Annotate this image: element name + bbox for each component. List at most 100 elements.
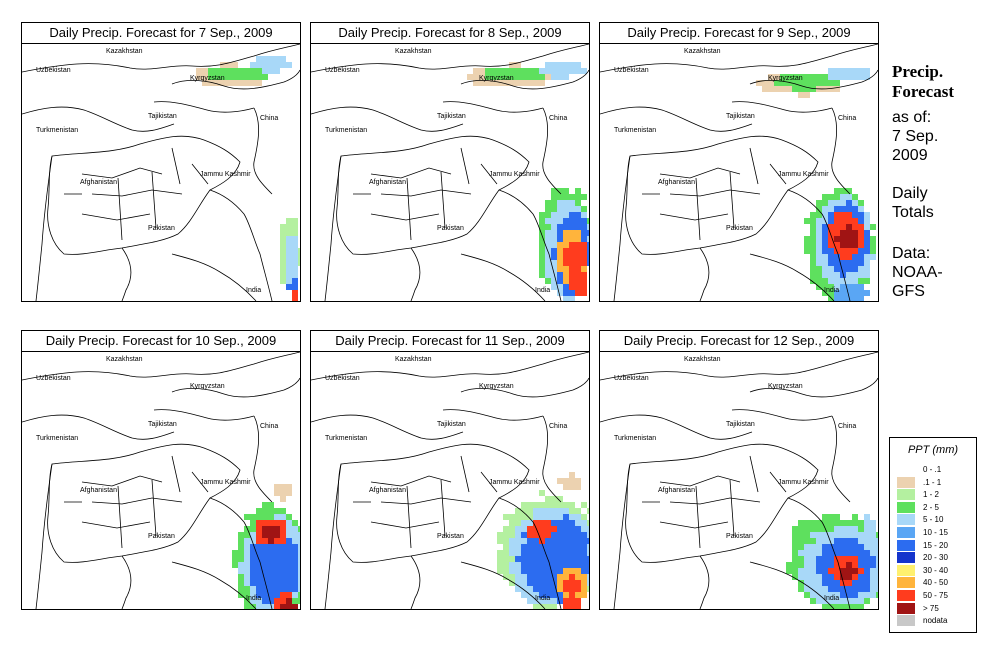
precip-cell — [539, 490, 545, 496]
precip-cell — [828, 598, 834, 604]
precip-cell — [551, 538, 557, 544]
precip-cell — [551, 74, 557, 80]
precip-cell — [858, 586, 864, 592]
precip-cell — [822, 290, 828, 296]
precip-cell — [515, 580, 521, 586]
precip-cell — [569, 502, 575, 508]
precip-cell — [822, 538, 828, 544]
precip-cell — [497, 562, 503, 568]
precip-cell — [852, 598, 858, 604]
precip-cell — [834, 266, 840, 272]
tajikistan-border — [731, 101, 833, 113]
precip-cell — [864, 260, 870, 266]
precip-cell — [551, 592, 557, 598]
precip-cell — [503, 532, 509, 538]
panel-title: Daily Precip. Forecast for 12 Sep., 2009 — [600, 331, 878, 352]
precip-cell — [563, 556, 569, 562]
country-borders — [311, 44, 589, 301]
precip-cell — [244, 514, 250, 520]
precip-cell — [298, 248, 300, 254]
precip-cell — [274, 490, 280, 496]
legend-swatch — [897, 577, 915, 589]
precip-cell — [545, 206, 551, 212]
precip-cell — [816, 586, 822, 592]
precip-cell — [870, 236, 876, 242]
precip-cell — [581, 544, 587, 550]
precip-cell — [479, 68, 485, 74]
precip-cell — [575, 562, 581, 568]
precip-cell — [551, 586, 557, 592]
precip-cell — [828, 586, 834, 592]
precip-cell — [280, 230, 286, 236]
precip-cell — [274, 526, 280, 532]
precip-cell — [792, 574, 798, 580]
precip-cell — [575, 206, 581, 212]
precip-cell — [539, 260, 545, 266]
precip-cell — [816, 538, 822, 544]
precip-cell — [244, 592, 250, 598]
label-pakistan: Pakistan — [726, 225, 753, 232]
precip-cell — [581, 236, 587, 242]
precip-cell — [274, 538, 280, 544]
precip-cell — [864, 550, 870, 556]
precip-cell — [497, 568, 503, 574]
precip-cell — [575, 544, 581, 550]
precip-cell — [816, 580, 822, 586]
precip-cell — [587, 568, 589, 574]
precip-cell — [563, 562, 569, 568]
precip-cell — [876, 556, 878, 562]
precip-cell — [798, 556, 804, 562]
precip-cell — [846, 218, 852, 224]
precip-cell — [545, 598, 551, 604]
precip-cell — [539, 520, 545, 526]
precip-cell — [497, 550, 503, 556]
precip-cell — [858, 296, 864, 301]
legend-label: 20 - 30 — [923, 553, 948, 563]
precip-cell — [563, 550, 569, 556]
precip-cell — [804, 562, 810, 568]
precip-cell — [569, 296, 575, 301]
precip-cell — [515, 586, 521, 592]
legend-label: 10 - 15 — [923, 528, 948, 537]
precip-cell — [569, 284, 575, 290]
precip-cell — [557, 290, 563, 296]
uzbekistan-border — [22, 414, 175, 440]
precip-cell — [810, 562, 816, 568]
iran-border — [35, 155, 53, 301]
precip-cell — [581, 586, 587, 592]
precip-cell — [846, 230, 852, 236]
precip-cell — [268, 502, 274, 508]
precip-cell — [798, 568, 804, 574]
precip-cell — [515, 80, 521, 86]
kazakhstan-border — [22, 44, 300, 73]
precip-cell — [870, 556, 876, 562]
precip-cell — [581, 230, 587, 236]
precip-cell — [768, 80, 774, 86]
precip-cell — [840, 200, 846, 206]
precip-cell — [292, 520, 298, 526]
label-tajikistan: Tajikistan — [148, 113, 177, 120]
forecast-panel-2: Daily Precip. Forecast for 8 Sep., 2009 … — [310, 22, 590, 302]
legend-swatch — [897, 552, 915, 564]
precip-cell — [521, 544, 527, 550]
precip-cell — [545, 212, 551, 218]
precip-cell — [575, 290, 581, 296]
precip-cell — [858, 68, 864, 74]
precip-cell — [533, 556, 539, 562]
label-kazakhstan: Kazakhstan — [395, 356, 432, 363]
precip-cell — [551, 502, 557, 508]
precip-cell — [539, 532, 545, 538]
precip-cell — [822, 260, 828, 266]
precip-cell — [804, 248, 810, 254]
precip-cell — [286, 514, 292, 520]
precip-cell — [852, 592, 858, 598]
precip-cell — [533, 538, 539, 544]
province-lines — [642, 147, 787, 241]
precip-cell — [563, 248, 569, 254]
precip-cell — [509, 520, 515, 526]
precip-cell — [280, 248, 286, 254]
precip-cell — [768, 74, 774, 80]
precip-cell — [798, 86, 804, 92]
precip-cell — [238, 550, 244, 556]
precip-cell — [527, 544, 533, 550]
